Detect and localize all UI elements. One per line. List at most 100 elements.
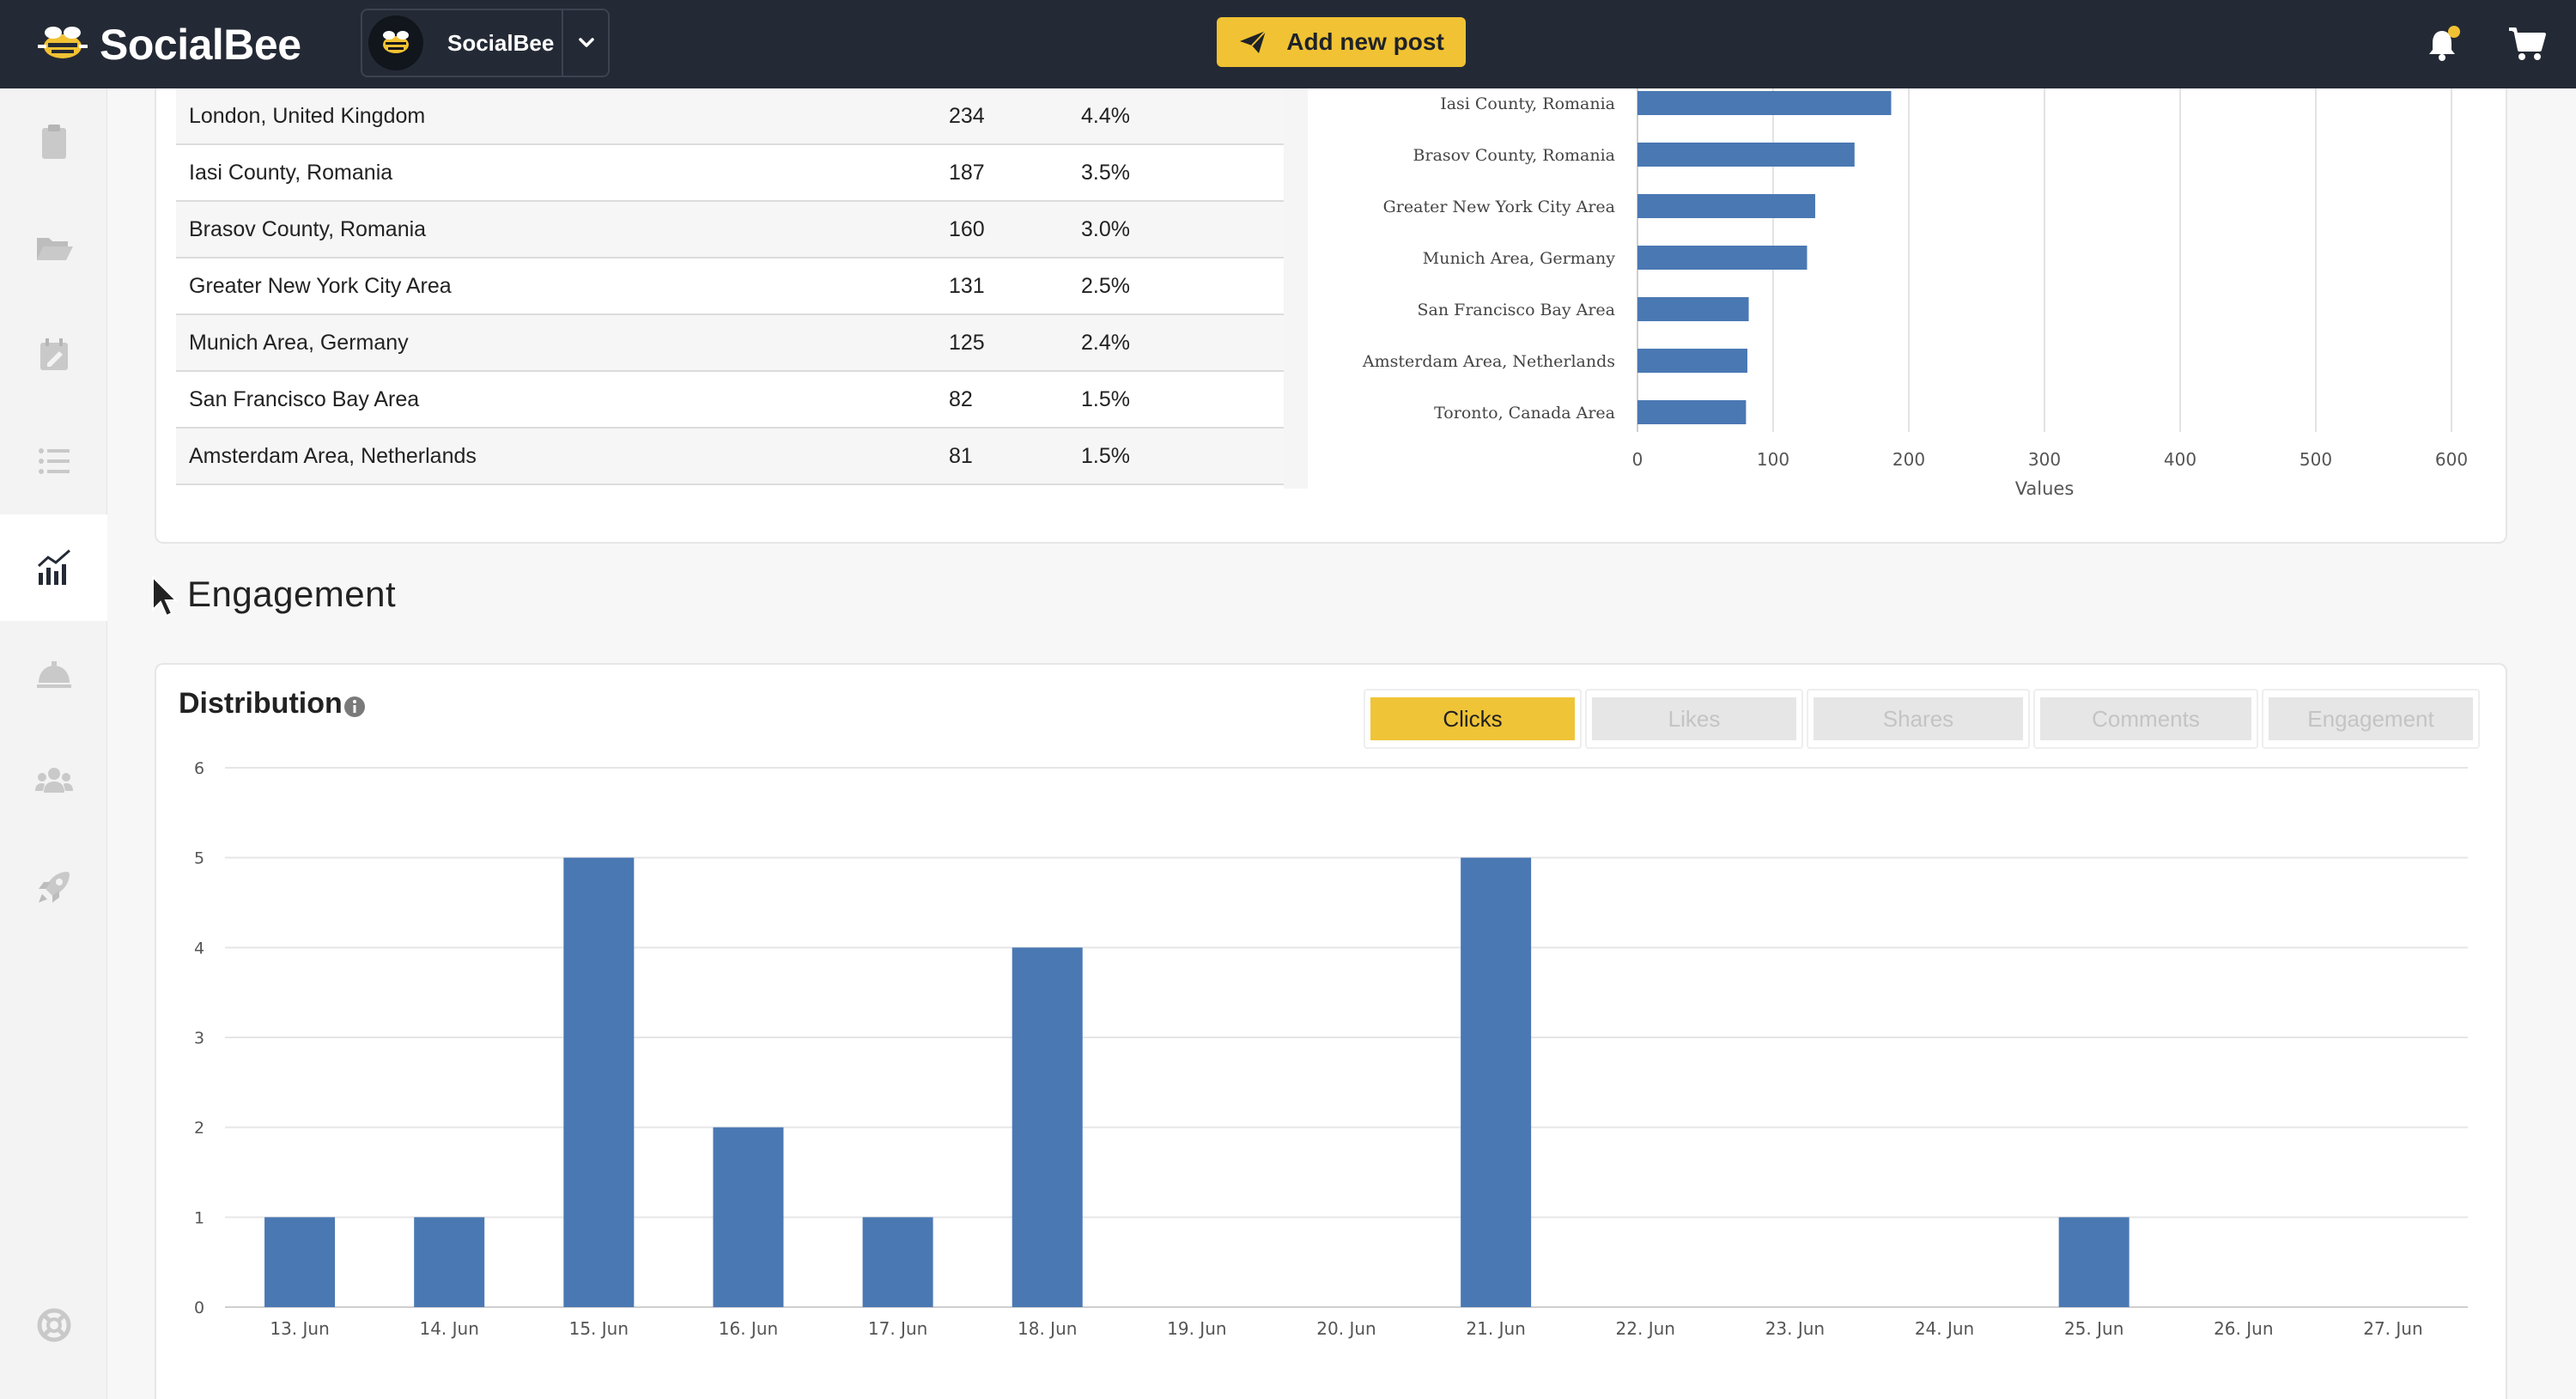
concierge-bell-icon bbox=[36, 661, 71, 688]
location-count: 160 bbox=[949, 217, 985, 241]
cart-icon[interactable] bbox=[2507, 26, 2547, 62]
sidebar-item-queue[interactable] bbox=[0, 408, 107, 514]
x-tick-label: 14. Jun bbox=[419, 1318, 478, 1339]
users-icon bbox=[34, 768, 73, 793]
category-label: San Francisco Bay Area bbox=[1418, 301, 1615, 319]
bar bbox=[1637, 143, 1855, 167]
location-name: Munich Area, Germany bbox=[189, 331, 409, 355]
category-label: Amsterdam Area, Netherlands bbox=[1362, 352, 1615, 371]
location-percent: 4.4% bbox=[1081, 104, 1130, 128]
location-name: London, United Kingdom bbox=[189, 104, 426, 128]
bar bbox=[1637, 194, 1815, 218]
list-icon bbox=[38, 448, 70, 474]
sidebar-item-analytics[interactable] bbox=[0, 514, 107, 621]
y-tick-label: 4 bbox=[194, 939, 204, 958]
workspace-divider bbox=[562, 10, 563, 76]
x-tick-label: 22. Jun bbox=[1616, 1318, 1675, 1339]
top-navbar: SocialBee SocialBee Add new post bbox=[0, 0, 2576, 88]
x-tick-label: 26. Jun bbox=[2214, 1318, 2273, 1339]
add-new-post-button[interactable]: Add new post bbox=[1217, 17, 1466, 67]
location-count: 131 bbox=[949, 274, 985, 298]
location-name: Brasov County, Romania bbox=[189, 217, 427, 241]
x-tick-label: 18. Jun bbox=[1018, 1318, 1077, 1339]
location-name: San Francisco Bay Area bbox=[189, 387, 420, 411]
add-new-post-label: Add new post bbox=[1286, 28, 1444, 55]
x-tick-label: 25. Jun bbox=[2064, 1318, 2123, 1339]
bell-icon[interactable] bbox=[2425, 24, 2464, 64]
table-row: Iasi County, Romania 187 3.5% bbox=[176, 145, 1284, 202]
y-tick-label: 6 bbox=[194, 759, 204, 778]
x-tick-label: 13. Jun bbox=[270, 1318, 329, 1339]
sidebar-item-content[interactable] bbox=[0, 88, 107, 195]
x-tick-label: 21. Jun bbox=[1466, 1318, 1525, 1339]
category-label: Toronto, Canada Area bbox=[1434, 404, 1615, 423]
location-name: Greater New York City Area bbox=[189, 274, 452, 298]
sidebar bbox=[0, 88, 107, 1399]
location-percent: 1.5% bbox=[1081, 444, 1130, 468]
tab-label: Likes bbox=[1592, 697, 1796, 740]
y-tick-label: 0 bbox=[194, 1299, 204, 1317]
x-tick-label: 23. Jun bbox=[1765, 1318, 1825, 1339]
x-tick-label: 400 bbox=[2164, 449, 2196, 470]
metric-tabs: Clicks Likes Shares Comments Engagement bbox=[1364, 689, 2480, 749]
send-icon bbox=[1240, 30, 1267, 53]
sidebar-item-help[interactable] bbox=[0, 1282, 107, 1368]
y-tick-label: 3 bbox=[194, 1029, 204, 1048]
x-tick-label: 500 bbox=[2300, 449, 2332, 470]
location-count: 187 bbox=[949, 161, 985, 185]
location-percent: 2.5% bbox=[1081, 274, 1130, 298]
x-tick-label: 600 bbox=[2435, 449, 2468, 470]
tab-comments[interactable]: Comments bbox=[2033, 689, 2258, 749]
sidebar-item-schedule[interactable] bbox=[0, 301, 107, 408]
table-scrollbar-track[interactable] bbox=[1284, 88, 1308, 489]
x-tick-label: 27. Jun bbox=[2363, 1318, 2422, 1339]
sidebar-item-categories[interactable] bbox=[0, 195, 107, 301]
bar bbox=[713, 1127, 784, 1307]
tab-label: Shares bbox=[1814, 697, 2023, 740]
chevron-down-icon[interactable] bbox=[572, 29, 601, 57]
sidebar-item-growth[interactable] bbox=[0, 834, 107, 940]
help-lifebuoy-icon bbox=[37, 1308, 70, 1342]
workspace-selector[interactable]: SocialBee bbox=[361, 9, 610, 77]
x-tick-label: 19. Jun bbox=[1167, 1318, 1226, 1339]
bar bbox=[1461, 857, 1532, 1307]
x-tick-label: 300 bbox=[2028, 449, 2061, 470]
x-tick-label: 15. Jun bbox=[569, 1318, 629, 1339]
tab-likes[interactable]: Likes bbox=[1585, 689, 1803, 749]
workspace-avatar bbox=[368, 15, 423, 70]
bar bbox=[563, 857, 635, 1307]
bar bbox=[1637, 91, 1892, 115]
table-row: Munich Area, Germany 125 2.4% bbox=[176, 315, 1284, 372]
location-count: 234 bbox=[949, 104, 985, 128]
location-percent: 2.4% bbox=[1081, 331, 1130, 355]
location-percent: 3.5% bbox=[1081, 161, 1130, 185]
brand-logo[interactable]: SocialBee bbox=[36, 21, 301, 69]
location-name: Amsterdam Area, Netherlands bbox=[189, 444, 477, 468]
bar bbox=[1637, 246, 1807, 270]
location-name: Iasi County, Romania bbox=[189, 161, 393, 185]
x-tick-label: 0 bbox=[1632, 449, 1643, 470]
x-tick-label: 24. Jun bbox=[1915, 1318, 1974, 1339]
rocket-icon bbox=[38, 872, 70, 903]
tab-engagement[interactable]: Engagement bbox=[2262, 689, 2480, 749]
analytics-icon bbox=[37, 549, 70, 585]
x-axis-title: Values bbox=[2015, 478, 2075, 499]
info-icon[interactable] bbox=[343, 696, 366, 718]
bar bbox=[1637, 297, 1749, 321]
x-tick-label: 16. Jun bbox=[719, 1318, 778, 1339]
sidebar-item-services[interactable] bbox=[0, 621, 107, 727]
tab-label: Clicks bbox=[1370, 697, 1575, 740]
bar bbox=[862, 1217, 933, 1307]
table-row: London, United Kingdom 234 4.4% bbox=[176, 88, 1284, 145]
tab-label: Comments bbox=[2040, 697, 2251, 740]
locations-table: London, United Kingdom 234 4.4% Iasi Cou… bbox=[176, 88, 1284, 485]
category-label: Greater New York City Area bbox=[1383, 198, 1615, 216]
mouse-cursor-icon bbox=[152, 575, 179, 617]
tab-clicks[interactable]: Clicks bbox=[1364, 689, 1582, 749]
category-label: Munich Area, Germany bbox=[1423, 249, 1615, 268]
bar bbox=[414, 1217, 485, 1307]
sidebar-item-team[interactable] bbox=[0, 727, 107, 834]
tab-shares[interactable]: Shares bbox=[1807, 689, 2030, 749]
engagement-heading: Engagement bbox=[187, 574, 397, 614]
location-percent: 1.5% bbox=[1081, 387, 1130, 411]
